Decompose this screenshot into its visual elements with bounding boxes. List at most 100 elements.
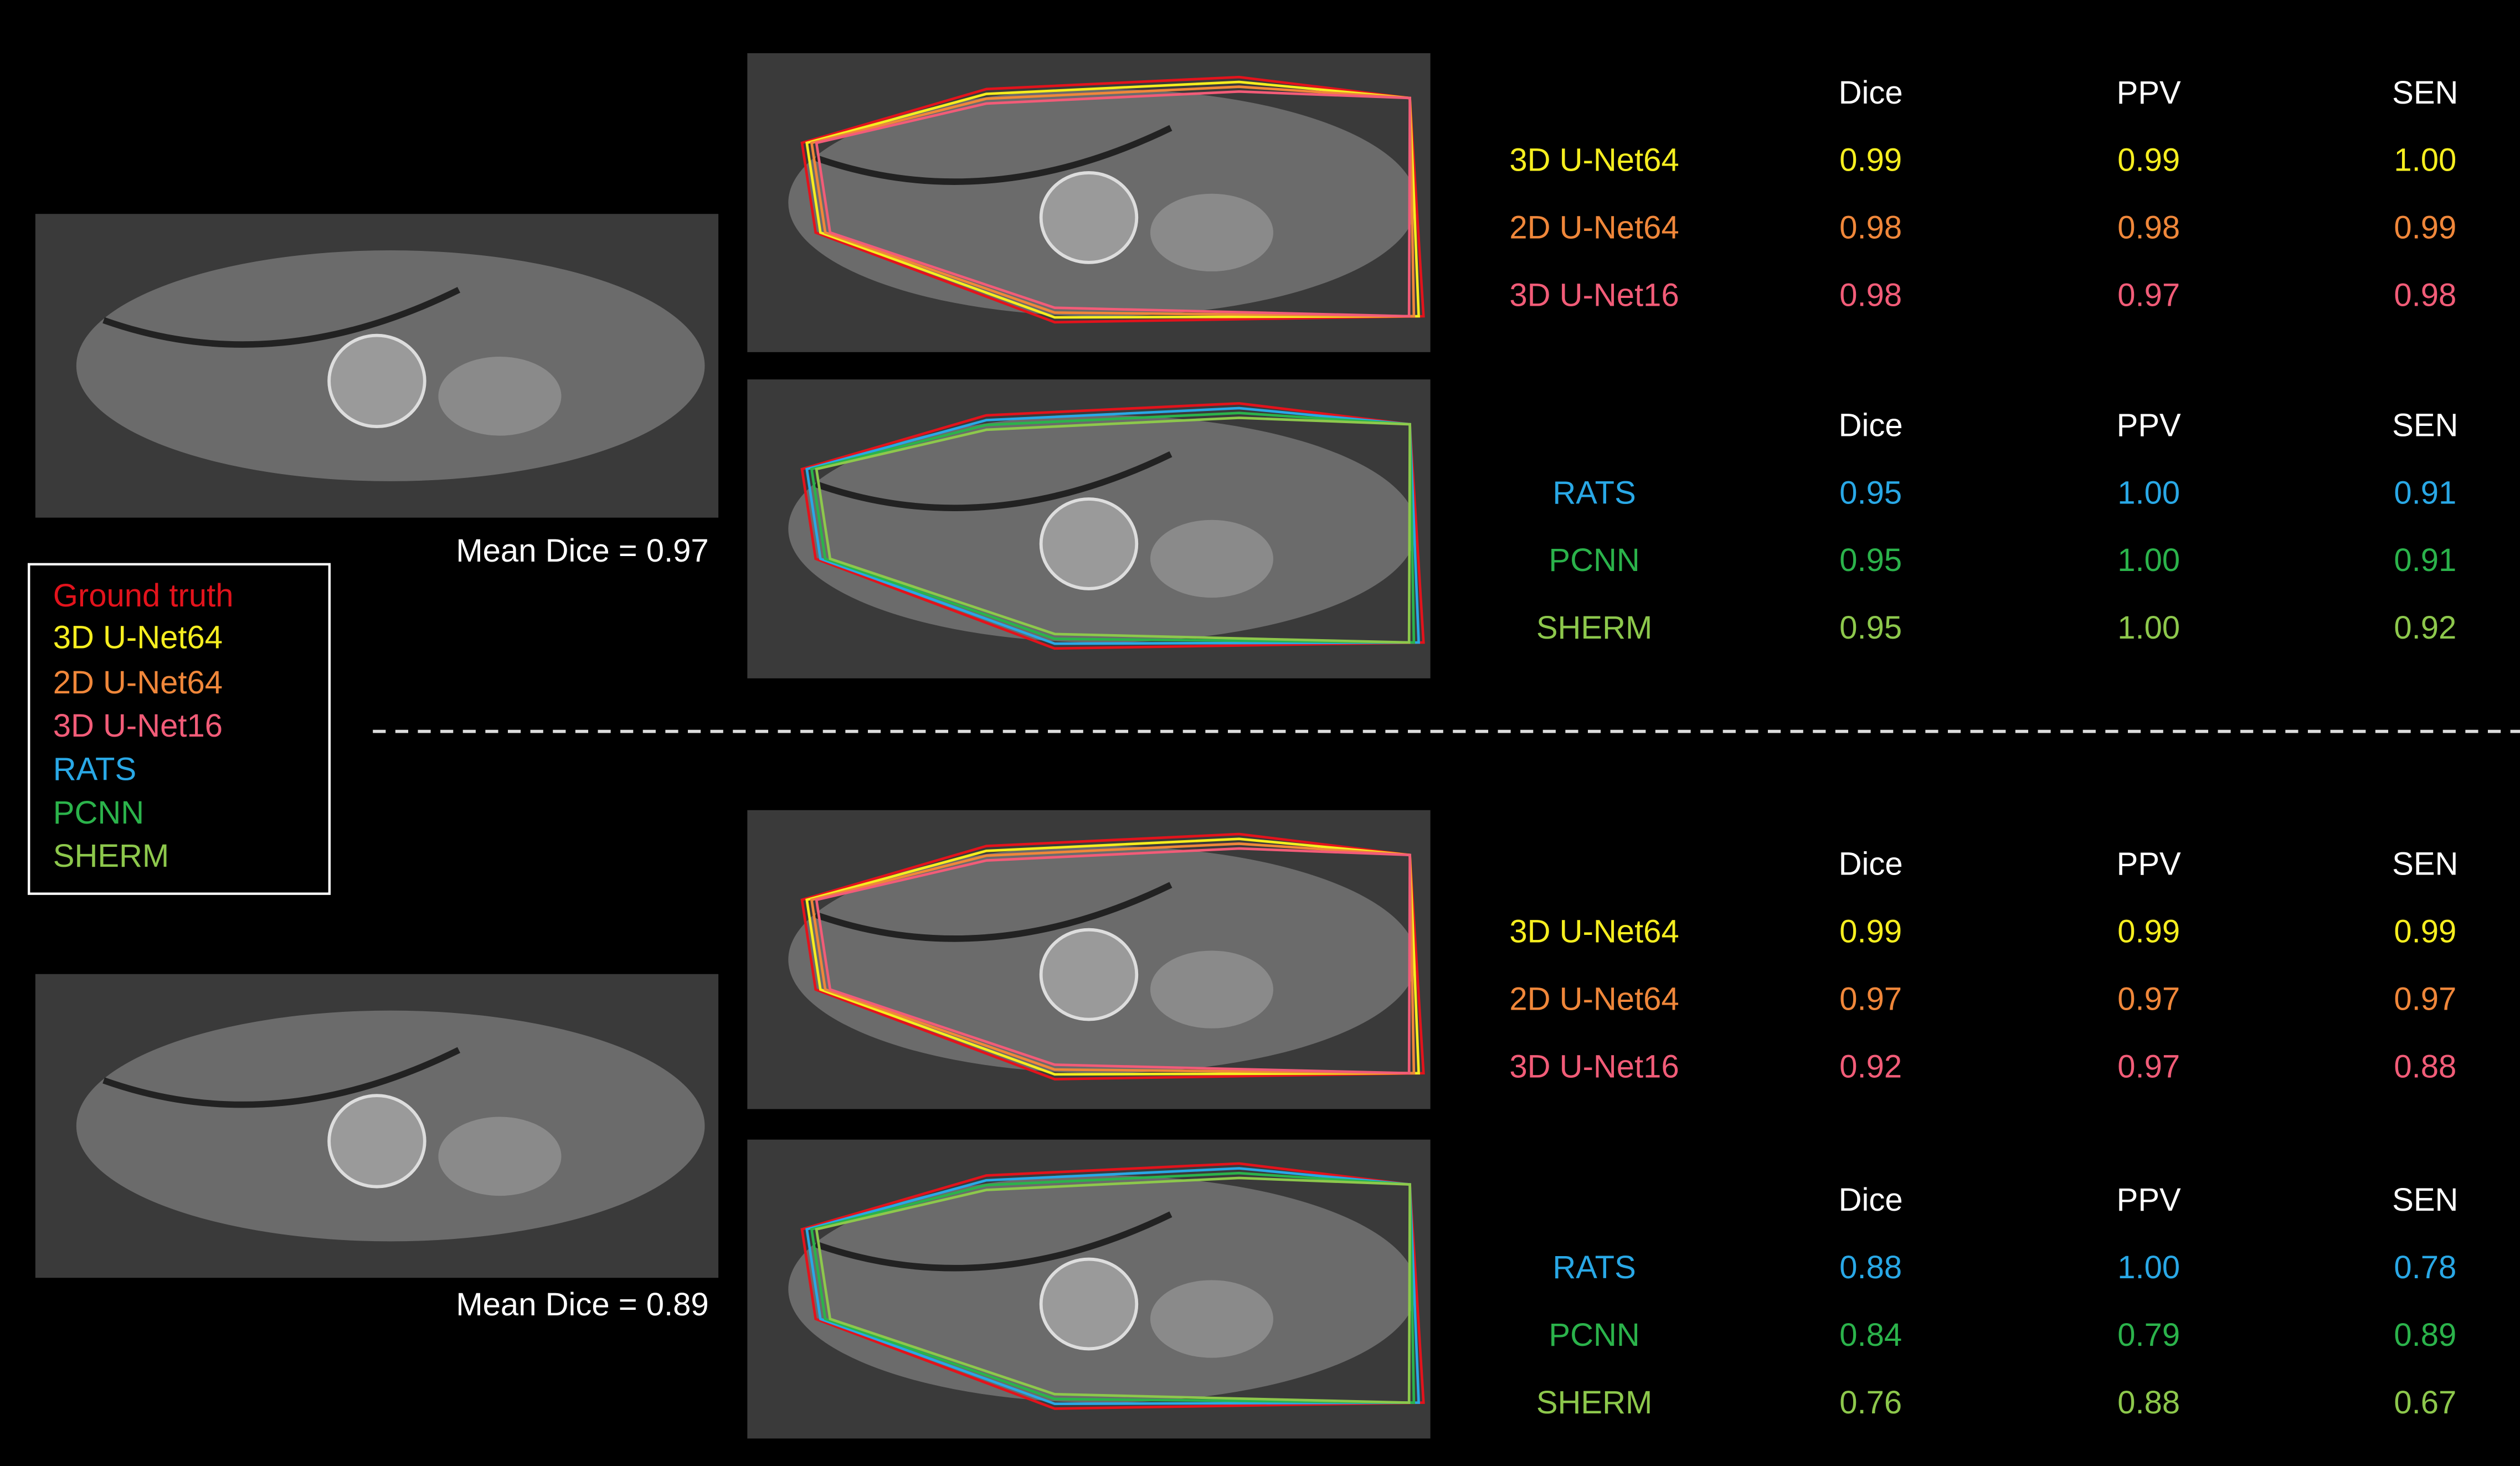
brain-structure (1150, 1280, 1273, 1358)
metric-value: 0.97 (2394, 981, 2456, 1017)
legend-entry: 3D U-Net16 (53, 708, 223, 744)
brain-structure (1150, 950, 1273, 1028)
contour (805, 80, 1420, 319)
brain-fold (814, 882, 1172, 942)
column-header: SEN (2392, 846, 2458, 882)
method-name: 3D U-Net16 (1509, 1048, 1679, 1084)
legend-entry: Ground truth (53, 578, 234, 614)
method-name: 2D U-Net64 (1509, 210, 1679, 246)
column-header: PPV (2117, 846, 2181, 882)
contour (815, 847, 1411, 1075)
column-header: Dice (1839, 1182, 1903, 1218)
metric-value: 1.00 (2117, 610, 2180, 646)
brain-structure (1039, 1257, 1139, 1351)
metric-value: 0.78 (2394, 1249, 2456, 1285)
brain-fold (814, 451, 1172, 511)
legend-entry: PCNN (53, 795, 144, 831)
column-header: PPV (2117, 1182, 2181, 1218)
contour (815, 1176, 1411, 1404)
metric-value: 0.97 (1839, 981, 1902, 1017)
metric-value: 0.91 (2394, 542, 2456, 578)
contour (815, 416, 1411, 644)
metric-value: 0.99 (1839, 142, 1902, 178)
column-header: Dice (1839, 846, 1903, 882)
legend-entry: SHERM (53, 838, 169, 874)
method-name: 2D U-Net64 (1509, 981, 1679, 1017)
column-header: Dice (1839, 75, 1903, 111)
brain-fold (102, 1047, 461, 1108)
brain-structure (1039, 171, 1139, 264)
brain-structure (327, 1094, 426, 1189)
metric-value: 0.99 (2394, 210, 2456, 246)
method-name: 3D U-Net16 (1509, 277, 1679, 313)
metric-value: 0.92 (2394, 610, 2456, 646)
contour (805, 407, 1420, 645)
column-header: SEN (2392, 407, 2458, 443)
metric-value: 0.95 (1839, 542, 1902, 578)
method-name: RATS (1552, 1249, 1636, 1285)
metric-value: 0.99 (2117, 914, 2180, 950)
metric-value: 0.97 (2117, 1048, 2180, 1084)
brain-structure (1150, 519, 1273, 598)
contour (810, 842, 1416, 1075)
metric-value: 0.95 (1839, 610, 1902, 646)
metric-value: 0.97 (2117, 277, 2180, 313)
metric-value: 0.89 (2394, 1317, 2456, 1353)
contour (800, 402, 1425, 650)
contour (810, 1171, 1416, 1404)
column-header: PPV (2117, 75, 2181, 111)
method-name: SHERM (1536, 1385, 1653, 1421)
legend-box (28, 563, 331, 895)
contour (810, 411, 1416, 644)
method-name: 3D U-Net64 (1509, 914, 1679, 950)
metric-value: 1.00 (2117, 1249, 2180, 1285)
legend-entry: RATS (53, 751, 136, 787)
contour (800, 1162, 1425, 1410)
metric-value: 0.97 (2117, 981, 2180, 1017)
brain-structure (1150, 193, 1273, 272)
metric-value: 0.88 (2117, 1385, 2180, 1421)
brain-structure (1039, 497, 1139, 590)
metric-value: 0.99 (2394, 914, 2456, 950)
metric-value: 1.00 (2117, 542, 2180, 578)
metric-value: 0.98 (2394, 277, 2456, 313)
metric-value: 0.99 (2117, 142, 2180, 178)
brain-structure (438, 356, 562, 436)
column-header: SEN (2392, 75, 2458, 111)
metric-value: 1.00 (2394, 142, 2456, 178)
legend-entry: 3D U-Net64 (53, 620, 223, 656)
metric-value: 0.98 (2117, 210, 2180, 246)
metric-value: 0.98 (1839, 277, 1902, 313)
contour (800, 832, 1425, 1081)
legend-entry: 2D U-Net64 (53, 665, 223, 701)
metric-value: 0.98 (1839, 210, 1902, 246)
contour (805, 1167, 1420, 1406)
metric-value: 0.91 (2394, 475, 2456, 511)
contour (800, 75, 1425, 324)
metric-value: 0.67 (2394, 1385, 2456, 1421)
metric-value: 0.84 (1839, 1317, 1902, 1353)
metric-value: 0.79 (2117, 1317, 2180, 1353)
brain-structure (438, 1117, 562, 1196)
contour (805, 837, 1420, 1076)
metric-value: 0.88 (2394, 1048, 2456, 1084)
brain-fold (814, 1211, 1172, 1272)
metric-value: 0.99 (1839, 914, 1902, 950)
metric-value: 0.92 (1839, 1048, 1902, 1084)
brain-structure (327, 333, 426, 429)
brain-fold (102, 287, 461, 348)
contour (815, 90, 1411, 318)
metric-value: 0.88 (1839, 1249, 1902, 1285)
mean-dice: Mean Dice = 0.97 (456, 533, 708, 569)
method-name: 3D U-Net64 (1509, 142, 1679, 178)
contour (810, 85, 1416, 318)
metric-value: 0.76 (1839, 1385, 1902, 1421)
brain-fold (814, 125, 1172, 185)
column-header: Dice (1839, 407, 1903, 443)
column-header: SEN (2392, 1182, 2458, 1218)
brain-structure (1039, 928, 1139, 1021)
method-name: PCNN (1549, 1317, 1639, 1353)
method-name: SHERM (1536, 610, 1653, 646)
